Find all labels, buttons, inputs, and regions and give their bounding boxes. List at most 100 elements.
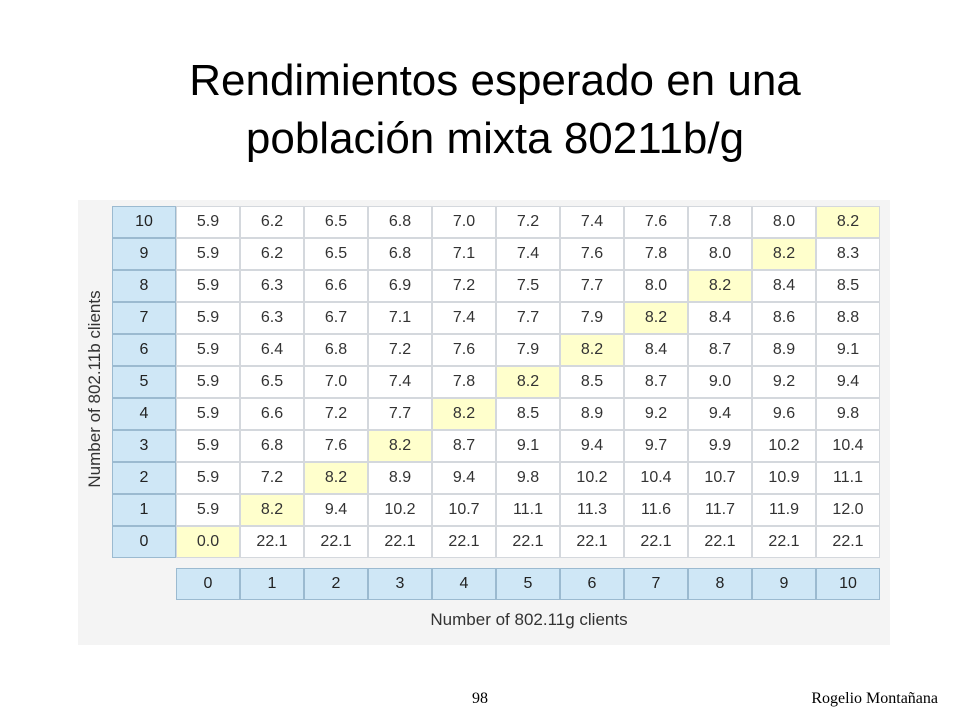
table-cell: 6.3 bbox=[240, 270, 304, 302]
table-cell: 6.6 bbox=[304, 270, 368, 302]
table-cell: 10.7 bbox=[432, 494, 496, 526]
table-cell: 8.0 bbox=[624, 270, 688, 302]
table-cell: 10.2 bbox=[368, 494, 432, 526]
table-cell: 0.0 bbox=[176, 526, 240, 558]
table-cell: 7.6 bbox=[624, 206, 688, 238]
table-cell: 7.8 bbox=[624, 238, 688, 270]
table-cell: 5.9 bbox=[176, 430, 240, 462]
table-cell: 22.1 bbox=[496, 526, 560, 558]
table-cell: 8.2 bbox=[816, 206, 880, 238]
column-header-5: 5 bbox=[496, 568, 560, 600]
table-cell: 8.7 bbox=[432, 430, 496, 462]
slide-title: Rendimientos esperado en una población m… bbox=[0, 52, 960, 168]
table-cell: 8.2 bbox=[432, 398, 496, 430]
table-cell: 5.9 bbox=[176, 302, 240, 334]
column-header-6: 6 bbox=[560, 568, 624, 600]
table-cell: 7.4 bbox=[496, 238, 560, 270]
table-cell: 5.9 bbox=[176, 238, 240, 270]
table-cell: 22.1 bbox=[752, 526, 816, 558]
table-cell: 8.4 bbox=[624, 334, 688, 366]
table-cell: 9.4 bbox=[304, 494, 368, 526]
table-cell: 7.6 bbox=[560, 238, 624, 270]
table-cell: 6.5 bbox=[240, 366, 304, 398]
table-cell: 22.1 bbox=[432, 526, 496, 558]
table-cell: 8.2 bbox=[560, 334, 624, 366]
table-cell: 6.8 bbox=[368, 206, 432, 238]
table-cell: 8.3 bbox=[816, 238, 880, 270]
table-cell: 6.7 bbox=[304, 302, 368, 334]
table-cell: 22.1 bbox=[816, 526, 880, 558]
table-cell: 8.2 bbox=[240, 494, 304, 526]
table-cell: 11.9 bbox=[752, 494, 816, 526]
table-cell: 11.1 bbox=[496, 494, 560, 526]
table-cell: 9.2 bbox=[752, 366, 816, 398]
row-header-8: 8 bbox=[112, 270, 176, 302]
column-header-3: 3 bbox=[368, 568, 432, 600]
table-cell: 22.1 bbox=[688, 526, 752, 558]
table-cell: 8.6 bbox=[752, 302, 816, 334]
column-header-2: 2 bbox=[304, 568, 368, 600]
row-header-1: 1 bbox=[112, 494, 176, 526]
row-header-2: 2 bbox=[112, 462, 176, 494]
table-cell: 9.4 bbox=[688, 398, 752, 430]
row-header-4: 4 bbox=[112, 398, 176, 430]
table-cell: 22.1 bbox=[240, 526, 304, 558]
table-cell: 7.2 bbox=[432, 270, 496, 302]
table-cell: 8.0 bbox=[688, 238, 752, 270]
table-cell: 8.2 bbox=[624, 302, 688, 334]
table-cell: 8.2 bbox=[304, 462, 368, 494]
table-cell: 7.4 bbox=[368, 366, 432, 398]
table-cell: 9.8 bbox=[496, 462, 560, 494]
row-header-10: 10 bbox=[112, 206, 176, 238]
table-cell: 5.9 bbox=[176, 462, 240, 494]
column-header-1: 1 bbox=[240, 568, 304, 600]
table-cell: 22.1 bbox=[560, 526, 624, 558]
table-cell: 7.6 bbox=[304, 430, 368, 462]
column-header-10: 10 bbox=[816, 568, 880, 600]
row-header-7: 7 bbox=[112, 302, 176, 334]
x-axis-label: Number of 802.11g clients bbox=[430, 610, 628, 629]
table-cell: 7.2 bbox=[496, 206, 560, 238]
table-cell: 9.2 bbox=[624, 398, 688, 430]
table-cell: 5.9 bbox=[176, 270, 240, 302]
table-cell: 9.4 bbox=[432, 462, 496, 494]
table-cell: 11.1 bbox=[816, 462, 880, 494]
table-cell: 9.1 bbox=[816, 334, 880, 366]
table-cell: 9.0 bbox=[688, 366, 752, 398]
table-cell: 12.0 bbox=[816, 494, 880, 526]
table-cell: 7.8 bbox=[688, 206, 752, 238]
table-cell: 8.5 bbox=[560, 366, 624, 398]
table-cell: 7.9 bbox=[560, 302, 624, 334]
row-header-6: 6 bbox=[112, 334, 176, 366]
table-cell: 8.9 bbox=[752, 334, 816, 366]
table-cell: 7.4 bbox=[560, 206, 624, 238]
table-cell: 7.7 bbox=[560, 270, 624, 302]
table-cell: 6.4 bbox=[240, 334, 304, 366]
table-cell: 9.7 bbox=[624, 430, 688, 462]
table-cell: 8.9 bbox=[560, 398, 624, 430]
table-cell: 7.9 bbox=[496, 334, 560, 366]
table-cell: 8.2 bbox=[688, 270, 752, 302]
table-cell: 8.7 bbox=[624, 366, 688, 398]
table-cell: 8.5 bbox=[816, 270, 880, 302]
column-header-0: 0 bbox=[176, 568, 240, 600]
table-cell: 7.4 bbox=[432, 302, 496, 334]
table-cell: 10.4 bbox=[816, 430, 880, 462]
column-header-4: 4 bbox=[432, 568, 496, 600]
table-cell: 5.9 bbox=[176, 206, 240, 238]
table-cell: 8.2 bbox=[368, 430, 432, 462]
table-cell: 5.9 bbox=[176, 334, 240, 366]
table-cell: 7.6 bbox=[432, 334, 496, 366]
row-header-0: 0 bbox=[112, 526, 176, 558]
table-cell: 6.2 bbox=[240, 238, 304, 270]
table-cell: 7.2 bbox=[240, 462, 304, 494]
table-cell: 8.2 bbox=[496, 366, 560, 398]
table-cell: 22.1 bbox=[624, 526, 688, 558]
table-cell: 6.5 bbox=[304, 238, 368, 270]
table-cell: 6.6 bbox=[240, 398, 304, 430]
table-cell: 7.5 bbox=[496, 270, 560, 302]
table-cell: 8.5 bbox=[496, 398, 560, 430]
table-cell: 8.9 bbox=[368, 462, 432, 494]
table-cell: 9.9 bbox=[688, 430, 752, 462]
column-header-8: 8 bbox=[688, 568, 752, 600]
